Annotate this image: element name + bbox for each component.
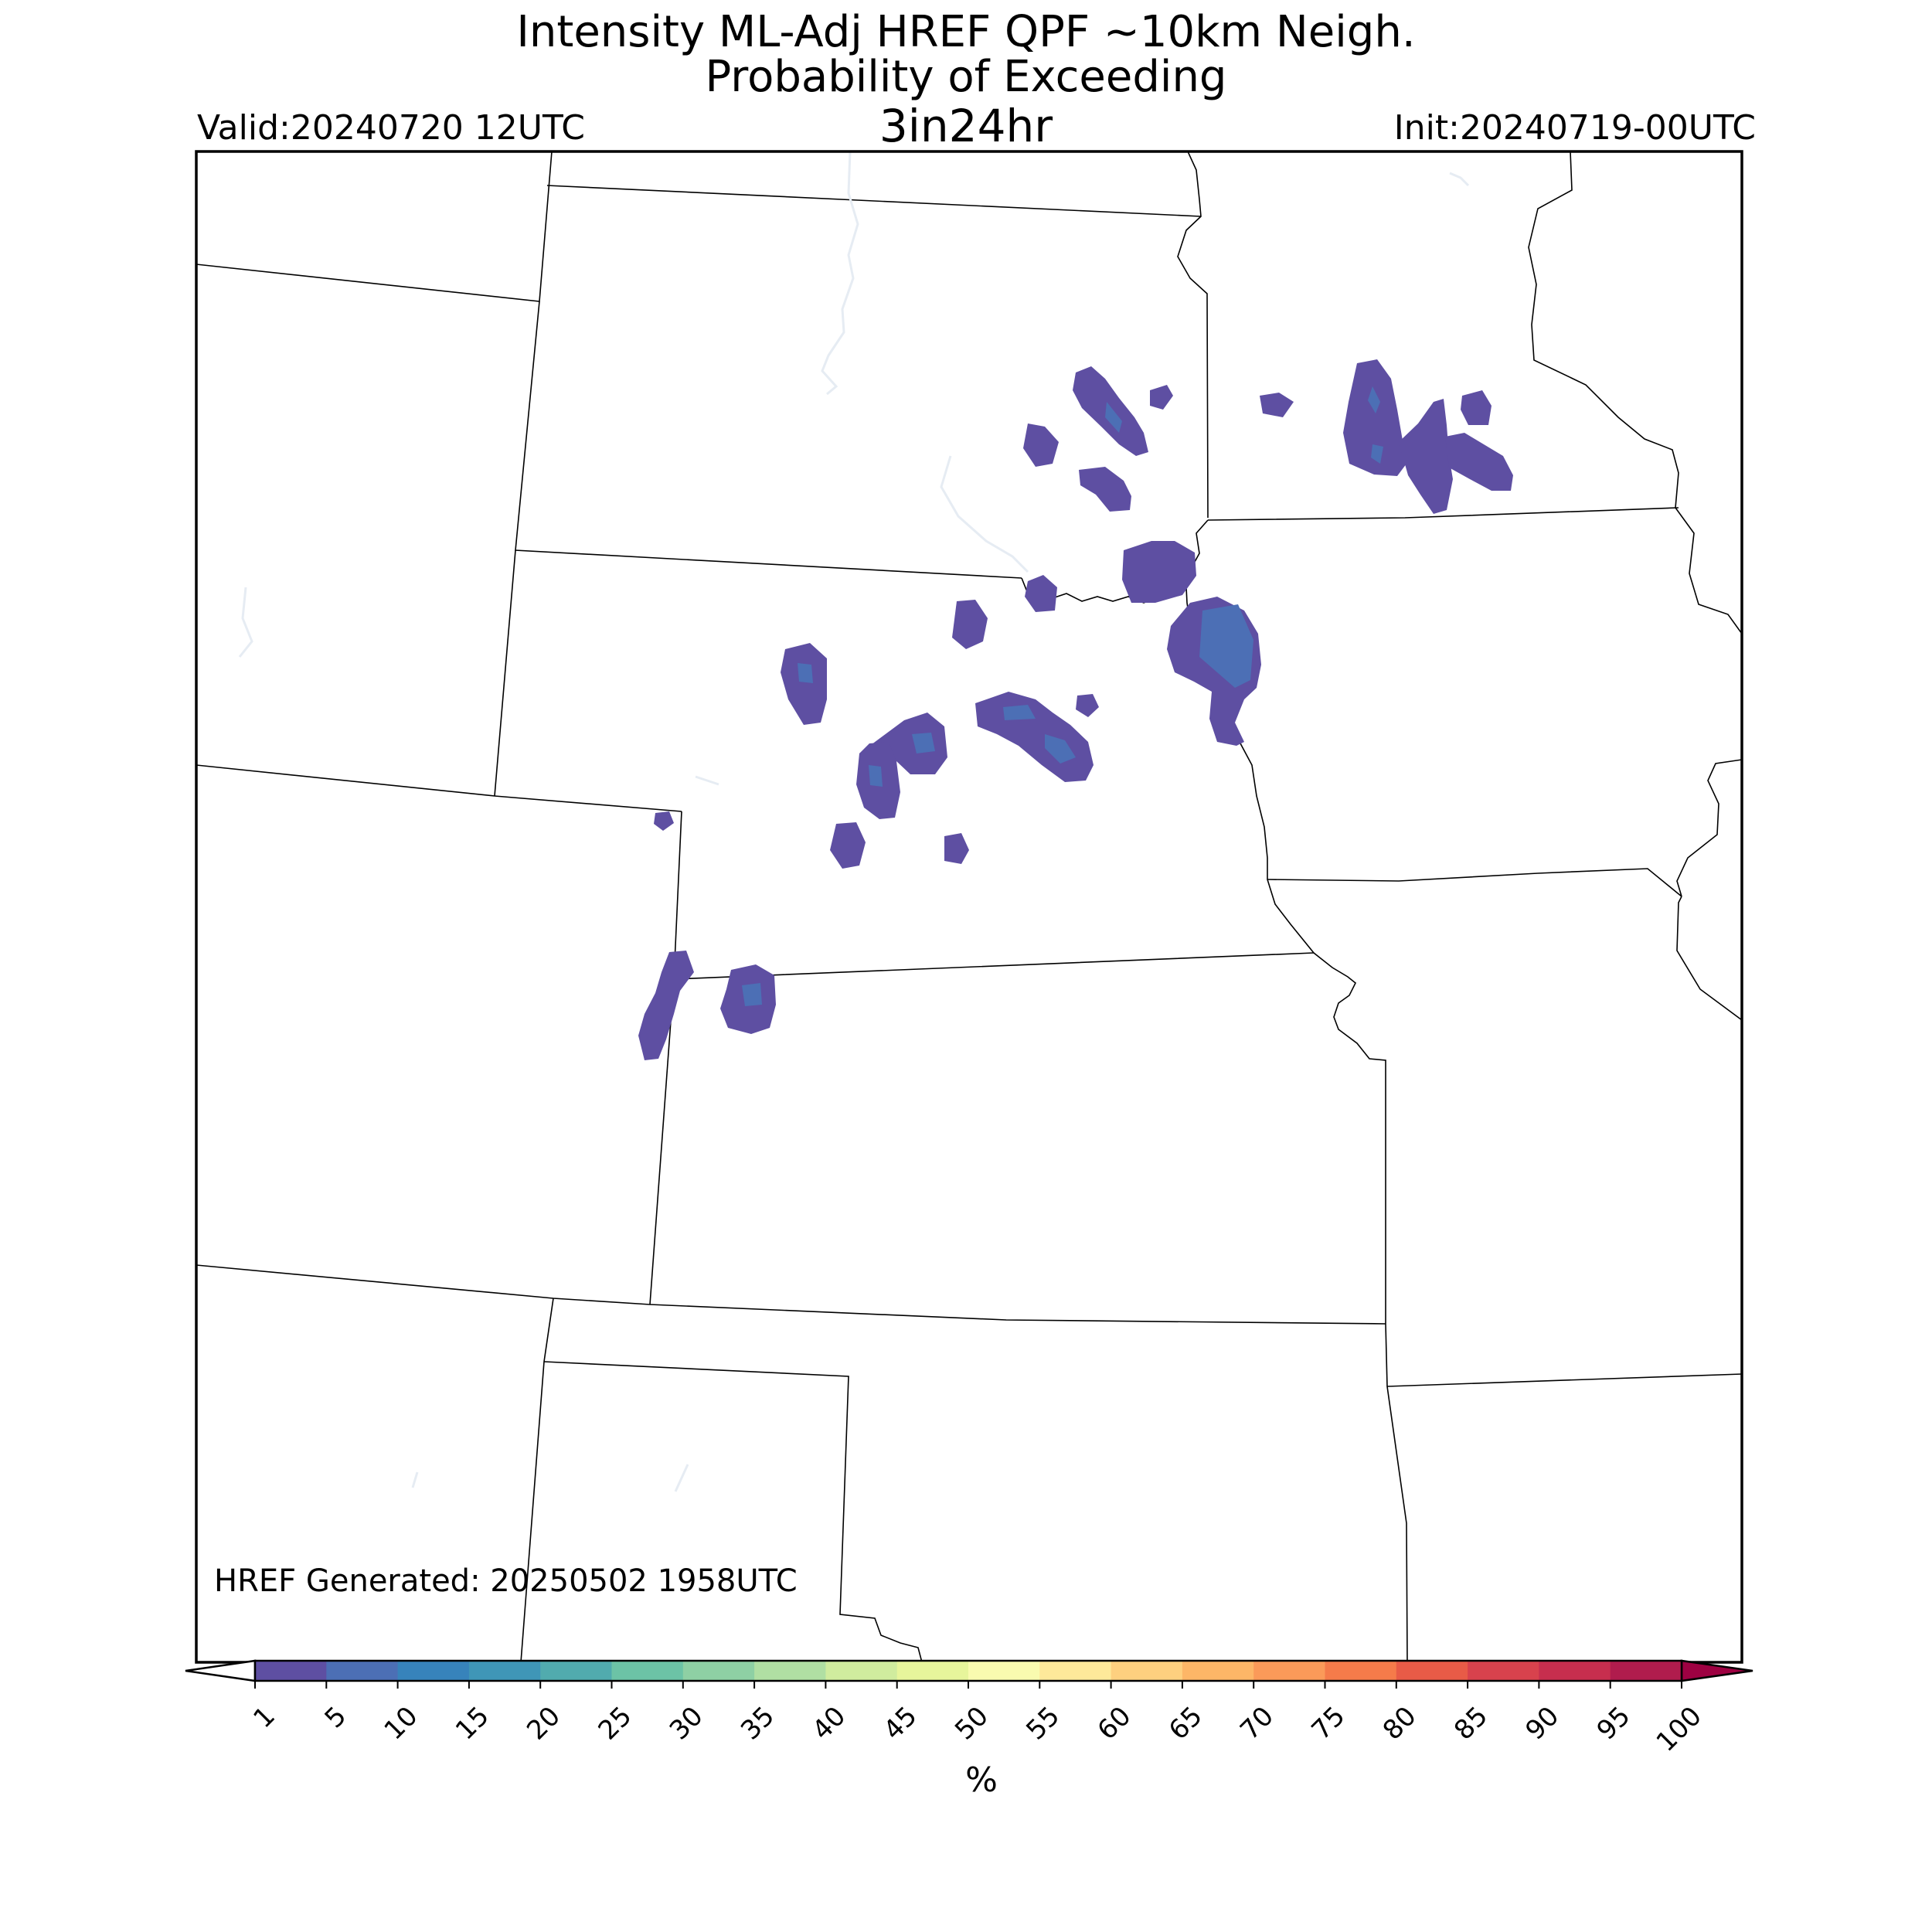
state-borders — [196, 151, 1742, 1662]
colorbar-tick-label: 1 — [247, 1701, 281, 1735]
colorbar-tick-label: 15 — [450, 1701, 495, 1747]
colorbar-segment — [540, 1661, 613, 1681]
threshold-label: 3in24hr — [879, 100, 1053, 152]
colorbar-tick-label: 55 — [1020, 1701, 1066, 1747]
colorbar-tick-label: 25 — [593, 1701, 638, 1747]
colorbar-tick-label: 90 — [1519, 1701, 1565, 1747]
colorbar-ticks: 1 5 10 15 20 25 30 35 40 45 50 55 60 65 70 75 80 85 90 95 10… — [247, 1681, 1708, 1758]
colorbar-segment — [1039, 1661, 1112, 1681]
colorbar-tick-label: 5 — [319, 1701, 353, 1735]
colorbar-tick-label: 10 — [379, 1701, 424, 1747]
colorbar-tick-label: 60 — [1092, 1701, 1138, 1747]
colorbar-tick-label: 80 — [1377, 1701, 1423, 1747]
colorbar-segment — [1111, 1661, 1183, 1681]
colorbar-segment — [896, 1661, 969, 1681]
colorbar-tick-label: 20 — [521, 1701, 566, 1747]
colorbar-segment — [1325, 1661, 1397, 1681]
colorbar-tick-label: 35 — [735, 1701, 781, 1747]
colorbar-segment — [1468, 1661, 1539, 1681]
valid-time-label: Valid:20240720 12UTC — [197, 108, 586, 148]
colorbar-tick-label: 95 — [1591, 1701, 1637, 1747]
colorbar-tick-label: 65 — [1163, 1701, 1209, 1747]
colorbar-segment — [825, 1661, 898, 1681]
colorbar-tick-label: 75 — [1306, 1701, 1352, 1747]
colorbar-tick-label: 40 — [806, 1701, 852, 1747]
generated-timestamp: HREF Generated: 20250502 1958UTC — [214, 1563, 798, 1599]
colorbar-segment — [1396, 1661, 1468, 1681]
colorbar-segment — [468, 1661, 541, 1681]
colorbar-tick-label: 50 — [949, 1701, 995, 1747]
colorbar-over-arrow — [1680, 1659, 1753, 1682]
colorbar-segment — [1610, 1661, 1682, 1681]
colorbar-segment — [682, 1661, 755, 1681]
colorbar-segment — [1539, 1661, 1611, 1681]
colorbar-tick-label: 100 — [1651, 1701, 1708, 1758]
colorbar-tick-label: 30 — [664, 1701, 709, 1747]
colorbar-segment — [754, 1661, 826, 1681]
water-features — [238, 151, 1470, 1492]
colorbar-segment — [968, 1661, 1040, 1681]
colorbar-segment — [611, 1661, 684, 1681]
colorbar-tick-label: 45 — [878, 1701, 923, 1747]
colorbar-tick-label: 70 — [1234, 1701, 1280, 1747]
colorbar-segment — [326, 1661, 399, 1681]
map-subtitle: Probability of Exceeding — [705, 52, 1227, 102]
colorbar-segment — [1182, 1661, 1254, 1681]
init-time-label: Init:20240719-00UTC — [1393, 108, 1756, 148]
colorbar-segment — [397, 1661, 470, 1681]
colorbar-segments — [255, 1661, 1682, 1681]
colorbar-segment — [255, 1661, 327, 1681]
colorbar-under-arrow — [185, 1659, 257, 1682]
colorbar-unit-label: % — [965, 1760, 998, 1800]
colorbar-tick-label: 85 — [1448, 1701, 1494, 1747]
colorbar-segment — [1253, 1661, 1326, 1681]
probability-areas-mid — [742, 386, 1383, 1006]
map-title: Intensity ML-Adj HREF QPF ~10km Neigh. — [516, 7, 1416, 57]
